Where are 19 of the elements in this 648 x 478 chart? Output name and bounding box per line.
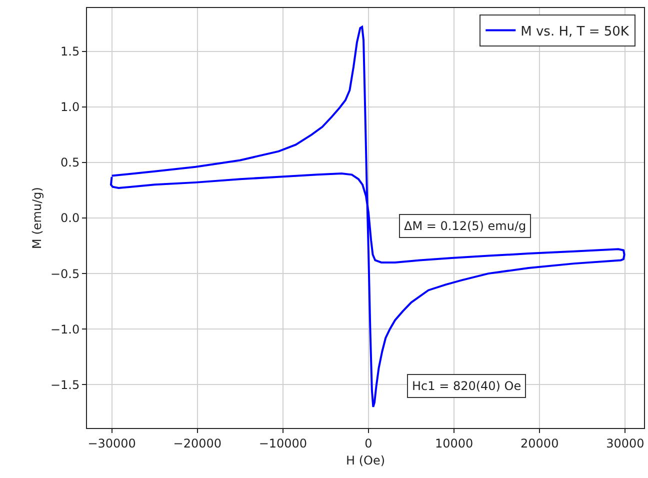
- y-tick-label: 0.5: [60, 156, 80, 170]
- x-tick-label: 30000: [606, 436, 644, 450]
- x-tick-label: 0: [364, 436, 372, 450]
- y-tick-label: −1.5: [50, 378, 80, 392]
- x-tick-label: −30000: [88, 436, 136, 450]
- y-tick-label: −0.5: [50, 266, 80, 281]
- x-axis-title: H (Oe): [346, 453, 386, 468]
- x-tick-label: −20000: [173, 436, 222, 450]
- annotation: Hc1 = 820(40) Oe: [412, 379, 522, 393]
- y-tick-label: 1.0: [60, 100, 80, 114]
- legend-label: M vs. H, T = 50K: [520, 24, 630, 40]
- y-axis-title: M (emu/g): [30, 187, 44, 249]
- y-tick-label: 1.5: [60, 44, 80, 59]
- x-tick-label: 20000: [520, 436, 559, 450]
- x-tick-label: −10000: [258, 436, 308, 450]
- annotation: ΔM = 0.12(5) emu/g: [404, 219, 526, 233]
- x-tick-label: 10000: [434, 436, 474, 450]
- y-tick-label: −1.0: [50, 322, 80, 336]
- y-tick-label: 0.0: [60, 211, 80, 226]
